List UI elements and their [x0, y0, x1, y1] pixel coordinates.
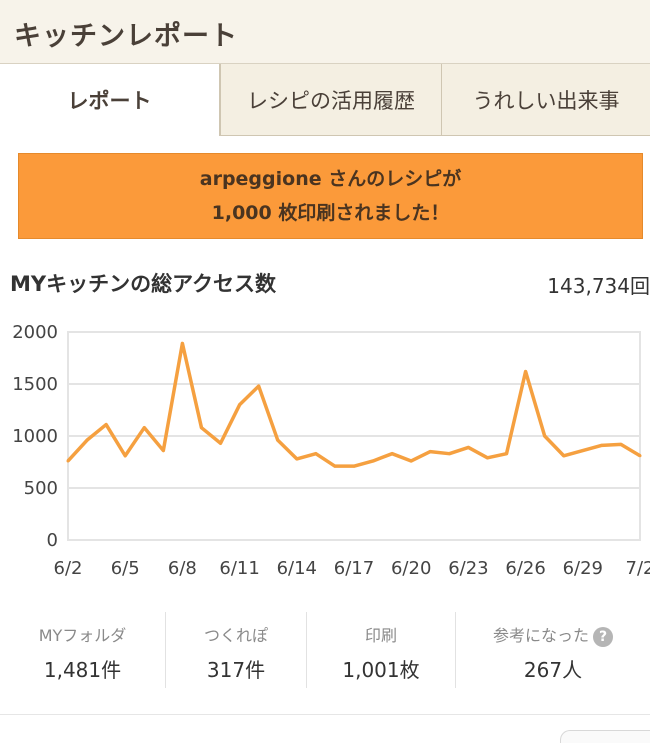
bottom-tab-edge — [560, 730, 650, 743]
x-tick-label: 6/20 — [391, 558, 431, 579]
question-icon[interactable]: ? — [593, 626, 613, 647]
y-tick-label: 0 — [47, 530, 58, 551]
x-tick-label: 6/29 — [563, 558, 603, 579]
x-tick-label: 6/26 — [505, 558, 545, 579]
tab-recipe-history-label: レシピの活用履歴 — [247, 88, 415, 113]
tab-happy-events-label: うれしい出来事 — [472, 88, 620, 113]
data-point — [123, 454, 127, 458]
app-header: キッチンレポート — [0, 0, 650, 64]
x-tick-label: 6/5 — [111, 558, 140, 579]
data-point — [543, 434, 547, 438]
x-tick-label: 7/2 — [626, 558, 650, 579]
stat-print: 印刷 1,001枚 — [307, 608, 455, 690]
data-point — [619, 442, 623, 446]
section-divider — [0, 714, 650, 715]
stat-tsukurepo: つくれぽ 317件 — [166, 608, 306, 690]
stat-print-label: 印刷 — [364, 626, 397, 645]
stat-divider — [165, 612, 166, 688]
data-point — [161, 449, 165, 453]
data-point — [447, 452, 451, 456]
data-point — [524, 370, 528, 374]
data-point — [276, 438, 280, 442]
data-point — [390, 452, 394, 456]
tab-report[interactable]: レポート — [0, 64, 220, 136]
data-point — [428, 450, 432, 454]
x-tick-label: 6/2 — [54, 558, 83, 579]
stat-helpful: 参考になった? 267人 — [456, 608, 650, 690]
stat-tsukurepo-label: つくれぽ — [203, 626, 268, 645]
stat-divider — [306, 612, 307, 688]
data-point — [581, 449, 585, 453]
data-point — [180, 341, 184, 345]
data-point — [199, 426, 203, 430]
data-point — [638, 454, 642, 458]
stat-my-folder-value: 1,481件 — [43, 658, 122, 682]
x-tick-label: 6/14 — [277, 558, 317, 579]
data-point — [66, 459, 70, 463]
data-point — [352, 464, 356, 468]
banner-line-1: arpeggione さんのレシピが — [199, 168, 462, 190]
stat-tsukurepo-value: 317件 — [206, 658, 266, 682]
y-tick-label: 1500 — [12, 374, 58, 395]
data-point — [142, 426, 146, 430]
tab-happy-events[interactable]: うれしい出来事 — [441, 64, 650, 136]
tab-recipe-history[interactable]: レシピの活用履歴 — [220, 64, 441, 136]
stat-divider — [455, 612, 456, 688]
x-tick-label: 6/17 — [334, 558, 374, 579]
data-point — [505, 452, 509, 456]
y-tick-label: 2000 — [12, 322, 58, 343]
x-tick-label: 6/23 — [448, 558, 488, 579]
access-line-chart: 0 500 1000 1500 2000 6/2 6/5 6/8 6/11 6/14 6/17 6/2… — [12, 322, 650, 579]
total-access-value: 143,734回 — [547, 274, 650, 298]
tab-report-label: レポート — [67, 89, 152, 113]
stat-print-value: 1,001枚 — [342, 658, 420, 682]
data-point — [371, 459, 375, 463]
y-tick-label: 500 — [24, 478, 58, 499]
data-point — [295, 457, 299, 461]
data-point — [409, 459, 413, 463]
series-line — [66, 341, 641, 468]
data-point — [466, 445, 470, 449]
data-point — [219, 441, 223, 445]
data-point — [314, 452, 318, 456]
data-point — [485, 456, 489, 460]
stat-helpful-label: 参考になった — [492, 626, 589, 645]
tab-bar: レポート レシピの活用履歴 うれしい出来事 — [0, 64, 650, 136]
data-point — [333, 464, 337, 468]
x-tick-label: 6/8 — [168, 558, 197, 579]
data-point — [600, 443, 604, 447]
print-milestone-banner: arpeggione さんのレシピが 1,000 枚印刷されました！ — [18, 153, 643, 239]
page-title: キッチンレポート — [14, 21, 238, 52]
stats-row: MYフォルダ 1,481件 つくれぽ 317件 印刷 1,001枚 参考になった… — [0, 608, 650, 690]
total-access-label: MYキッチンの総アクセス数 — [10, 272, 277, 296]
stat-helpful-label-row: 参考になった? — [456, 622, 650, 647]
data-point — [562, 454, 566, 458]
data-point — [85, 438, 89, 442]
data-point — [104, 423, 108, 427]
stat-helpful-value: 267人 — [523, 658, 583, 682]
y-tick-label: 1000 — [12, 426, 58, 447]
x-tick-label: 6/11 — [219, 558, 259, 579]
stat-my-folder: MYフォルダ 1,481件 — [0, 608, 165, 690]
banner-line-2: 1,000 枚印刷されました！ — [211, 202, 450, 224]
stat-my-folder-label: MYフォルダ — [38, 626, 127, 645]
data-point — [238, 403, 242, 407]
data-point — [257, 384, 261, 388]
